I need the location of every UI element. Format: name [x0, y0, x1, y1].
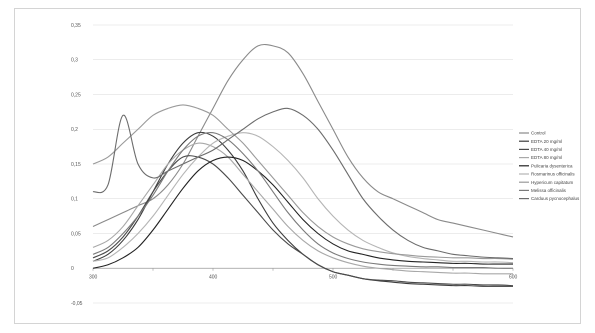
x-tick-label: 400	[209, 274, 218, 280]
series-line-6	[92, 104, 514, 260]
legend-label: Melissa officinalis	[531, 188, 567, 193]
legend-label: Hypericum capitatum	[531, 180, 574, 185]
legend-label: Rosmarinus officinalis	[531, 172, 575, 177]
y-tick-label: 0,3	[71, 58, 78, 64]
x-tick-label: 300	[89, 274, 98, 280]
legend-label: Control	[531, 131, 546, 136]
y-tick-label: 0,1	[71, 197, 78, 203]
legend-label: Carduus pycnocephalus	[531, 196, 580, 201]
series-line-0	[92, 43, 514, 238]
legend-label: Pulicaria dysenterica	[531, 163, 573, 168]
legend-label: EDTA 40 mg/ml	[531, 147, 562, 152]
x-tick-label: 500	[329, 274, 338, 280]
series-line-4	[92, 156, 513, 269]
y-tick-label: 0,35	[71, 23, 81, 29]
y-tick-label: 0,15	[71, 162, 81, 168]
legend-label: EDTA 20 mg/ml	[531, 139, 562, 144]
y-tick-label: 0,25	[71, 92, 81, 98]
y-tick-label: -0,05	[71, 301, 83, 307]
y-tick-label: 0	[71, 266, 74, 272]
series-line-2	[92, 155, 514, 287]
series-line-8	[92, 107, 514, 260]
line-chart: -0,05 0 0,05 0,1 0,15 0,2 0,25 0,3 0,35 300 400 500…	[71, 23, 580, 307]
series-line-5	[92, 132, 514, 264]
x-tick-label: 600	[509, 274, 518, 280]
legend-label: EDTA 80 mg/ml	[531, 155, 562, 160]
y-tick-label: 0,2	[71, 127, 78, 133]
series-line-7	[92, 132, 514, 269]
chart-frame: -0,05 0 0,05 0,1 0,15 0,2 0,25 0,3 0,35 300 400 500…	[14, 8, 581, 324]
y-tick-label: 0,05	[71, 231, 81, 237]
series-line-3	[92, 142, 513, 275]
